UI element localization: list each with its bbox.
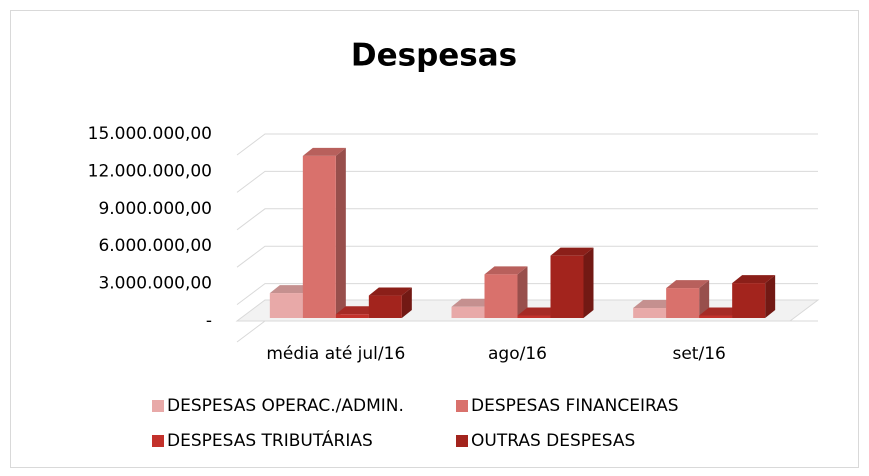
legend-swatch — [152, 400, 164, 412]
bar — [451, 306, 485, 318]
bar — [666, 288, 700, 318]
grid-line — [236, 283, 818, 306]
y-tick-label: - — [206, 311, 212, 331]
x-tick-label: ago/16 — [488, 344, 547, 364]
bar-top — [269, 285, 313, 294]
chart-border — [10, 10, 859, 468]
legend-swatch — [456, 435, 468, 447]
grid-line — [236, 170, 818, 193]
bar — [484, 274, 518, 318]
bar-side — [699, 280, 710, 318]
legend-label: DESPESAS TRIBUTÁRIAS — [167, 429, 373, 451]
bar — [550, 255, 584, 318]
legend-label: OUTRAS DESPESAS — [471, 431, 635, 451]
bar-top — [732, 275, 776, 284]
bar-top — [302, 147, 346, 156]
bar-side — [401, 287, 412, 318]
y-tick-label: 6.000.000,00 — [98, 236, 212, 256]
bar-top — [633, 300, 677, 309]
bar — [633, 308, 667, 318]
y-tick-label: 12.000.000,00 — [88, 161, 212, 181]
bar-side — [765, 275, 776, 318]
bar — [517, 315, 551, 318]
grid-line — [236, 245, 818, 268]
bar-top — [451, 298, 495, 307]
y-tick-label: 3.000.000,00 — [98, 274, 212, 294]
grid-line — [236, 320, 818, 343]
grid-line — [236, 208, 818, 231]
bar — [732, 283, 766, 318]
y-tick-label: 9.000.000,00 — [98, 199, 212, 219]
bar-top — [699, 307, 743, 316]
bar-top — [335, 306, 379, 315]
grid-line — [236, 133, 818, 156]
legend-swatch — [456, 400, 468, 412]
bar-top — [550, 247, 594, 256]
bar — [335, 314, 369, 318]
chart-title: Despesas — [351, 38, 517, 74]
bar — [699, 315, 733, 318]
legend-label: DESPESAS OPERAC./ADMIN. — [167, 396, 404, 416]
bar-top — [368, 287, 412, 296]
x-tick-label: set/16 — [672, 344, 725, 364]
bar — [368, 295, 402, 318]
bar-side — [517, 266, 528, 318]
bar — [269, 293, 303, 318]
bar-top — [666, 280, 710, 289]
bar-top — [484, 266, 528, 275]
legend-swatch — [152, 435, 164, 447]
legend-label: DESPESAS FINANCEIRAS — [471, 396, 679, 416]
bar-side — [335, 147, 346, 318]
y-tick-label: 15.000.000,00 — [88, 124, 212, 144]
bar-side — [583, 247, 594, 318]
x-tick-label: média até jul/16 — [266, 344, 405, 364]
bar-top — [517, 307, 561, 316]
bar — [302, 155, 336, 318]
